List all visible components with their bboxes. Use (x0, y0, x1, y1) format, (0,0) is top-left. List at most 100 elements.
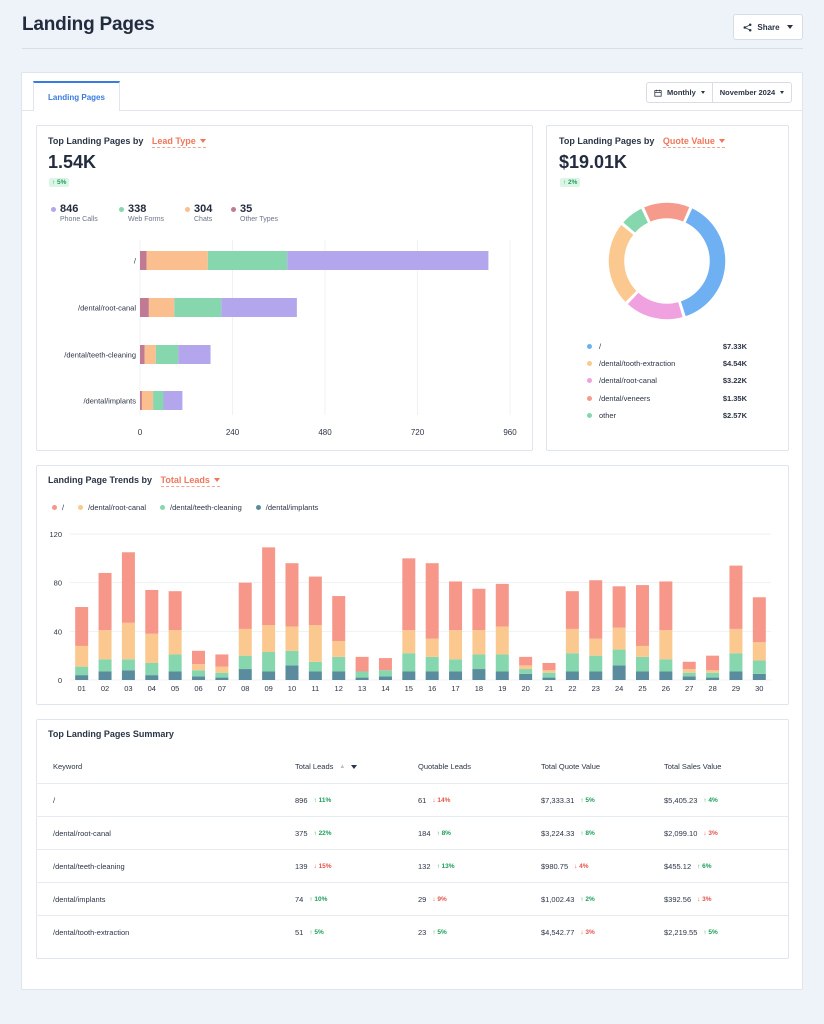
bar-segment[interactable] (402, 630, 416, 654)
bar-segment[interactable] (215, 672, 229, 678)
bar-segment[interactable] (472, 588, 486, 631)
bar-segment[interactable] (174, 298, 222, 317)
bar-segment[interactable] (565, 591, 579, 629)
bar-segment[interactable] (215, 677, 229, 680)
trend-legend-item[interactable]: / (52, 503, 64, 512)
tab-landing-pages[interactable]: Landing Pages (33, 81, 120, 111)
bar-segment[interactable] (215, 654, 229, 667)
bar-segment[interactable] (98, 572, 112, 631)
bar-segment[interactable] (449, 630, 463, 660)
bar-segment[interactable] (752, 597, 766, 643)
bar-segment[interactable] (145, 662, 159, 676)
bar-segment[interactable] (262, 671, 276, 680)
bar-segment[interactable] (589, 671, 603, 680)
bar-segment[interactable] (145, 633, 159, 663)
bar-segment[interactable] (121, 659, 135, 671)
bar-segment[interactable] (285, 650, 299, 666)
pie-slice[interactable] (679, 206, 727, 319)
bar-segment[interactable] (402, 558, 416, 631)
bar-segment[interactable] (121, 622, 135, 660)
bar-segment[interactable] (168, 654, 182, 672)
bar-segment[interactable] (145, 675, 159, 680)
bar-segment[interactable] (635, 585, 649, 646)
bar-segment[interactable] (495, 654, 509, 672)
bar-segment[interactable] (542, 670, 556, 673)
bar-segment[interactable] (682, 661, 696, 670)
bar-segment[interactable] (155, 345, 179, 364)
bar-segment[interactable] (332, 671, 346, 680)
bar-segment[interactable] (332, 596, 346, 642)
bar-segment[interactable] (332, 656, 346, 672)
trend-legend-item[interactable]: /dental/root-canal (78, 503, 146, 512)
bar-segment[interactable] (168, 671, 182, 680)
lead-type-dropdown[interactable]: Lead Type (151, 136, 206, 148)
table-row[interactable]: /dental/teeth-cleaning 139 ↓ 15% 132 ↑ 13% $9… (36, 849, 788, 882)
bar-segment[interactable] (285, 626, 299, 651)
bar-segment[interactable] (449, 671, 463, 680)
bar-segment[interactable] (192, 650, 206, 665)
bar-segment[interactable] (612, 665, 626, 680)
bar-segment[interactable] (425, 638, 439, 657)
bar-segment[interactable] (238, 655, 252, 670)
bar-segment[interactable] (238, 628, 252, 656)
bar-segment[interactable] (262, 625, 276, 653)
bar-segment[interactable] (425, 656, 439, 672)
bar-segment[interactable] (308, 625, 322, 662)
total-leads-dropdown[interactable]: Total Leads (160, 475, 220, 487)
bar-segment[interactable] (168, 591, 182, 631)
bar-segment[interactable] (519, 656, 533, 666)
bar-segment[interactable] (75, 666, 89, 676)
bar-segment[interactable] (238, 669, 252, 680)
month-select[interactable]: November 2024 (711, 83, 791, 102)
bar-segment[interactable] (285, 563, 299, 627)
bar-segment[interactable] (144, 345, 156, 364)
bar-segment[interactable] (659, 581, 673, 631)
bar-segment[interactable] (519, 669, 533, 674)
bar-segment[interactable] (75, 607, 89, 646)
bar-segment[interactable] (221, 298, 297, 317)
bar-segment[interactable] (495, 671, 509, 680)
table-row[interactable]: / 896 ↑ 11% 61 ↓ 14% $7,333.31 ↑ 5% $5,405.23 ↑ … (36, 783, 788, 816)
bar-segment[interactable] (378, 670, 392, 677)
pie-slice[interactable] (642, 201, 692, 224)
bar-segment[interactable] (449, 581, 463, 631)
bar-segment[interactable] (519, 673, 533, 680)
bar-segment[interactable] (308, 671, 322, 680)
bar-segment[interactable] (121, 552, 135, 623)
bar-segment[interactable] (472, 669, 486, 680)
bar-segment[interactable] (332, 641, 346, 657)
share-button[interactable]: Share (733, 14, 803, 40)
pie-slice[interactable] (625, 290, 685, 321)
bar-segment[interactable] (355, 677, 369, 680)
pie-slice[interactable] (607, 222, 639, 304)
bar-segment[interactable] (148, 298, 175, 317)
bar-segment[interactable] (565, 671, 579, 680)
bar-segment[interactable] (192, 670, 206, 677)
bar-segment[interactable] (378, 658, 392, 671)
bar-segment[interactable] (729, 671, 743, 680)
bar-segment[interactable] (542, 662, 556, 671)
bar-segment[interactable] (378, 676, 392, 680)
bar-segment[interactable] (285, 665, 299, 680)
bar-segment[interactable] (612, 649, 626, 666)
bar-segment[interactable] (752, 673, 766, 680)
bar-segment[interactable] (146, 251, 208, 270)
bar-segment[interactable] (402, 671, 416, 680)
bar-segment[interactable] (635, 656, 649, 672)
bar-segment[interactable] (192, 664, 206, 671)
bar-segment[interactable] (565, 628, 579, 654)
bar-segment[interactable] (153, 391, 164, 410)
table-row[interactable]: /dental/implants 74 ↑ 10% 29 ↓ 9% $1,002.43 ↑ … (36, 882, 788, 915)
bar-segment[interactable] (262, 547, 276, 626)
bar-segment[interactable] (75, 675, 89, 680)
bar-segment[interactable] (729, 653, 743, 672)
bar-segment[interactable] (706, 677, 720, 680)
bar-segment[interactable] (612, 586, 626, 628)
quote-value-dropdown[interactable]: Quote Value (662, 136, 725, 148)
bar-segment[interactable] (98, 671, 112, 680)
bar-segment[interactable] (472, 654, 486, 670)
bar-segment[interactable] (308, 661, 322, 672)
bar-segment[interactable] (542, 672, 556, 678)
bar-segment[interactable] (402, 653, 416, 672)
bar-segment[interactable] (519, 665, 533, 670)
